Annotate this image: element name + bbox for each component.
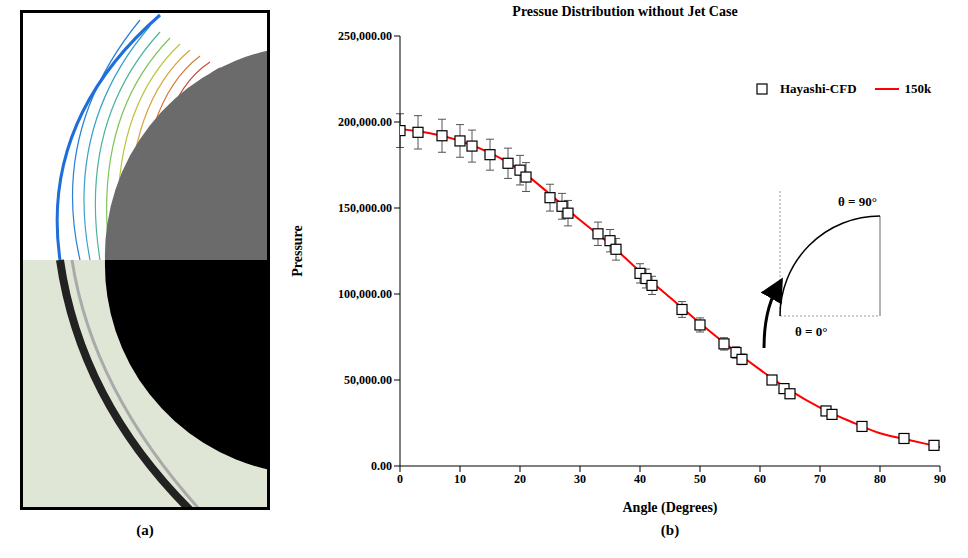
html-text:150k: 150k [904,81,932,96]
svg-text:0: 0 [397,472,403,486]
svg-text:50: 50 [694,472,706,486]
svg-text:100,000.00: 100,000.00 [338,287,392,301]
svg-text:70: 70 [814,472,826,486]
svg-text:50,000.00: 50,000.00 [344,373,392,387]
svg-text:60: 60 [754,472,766,486]
svg-text:θ = 0°: θ = 0° [795,324,827,339]
svg-text:90: 90 [934,472,946,486]
svg-text:20: 20 [514,472,526,486]
html-text:(a): (a) [136,522,154,538]
svg-text:Angle (Degrees): Angle (Degrees) [623,500,718,516]
svg-text:250,000.00: 250,000.00 [338,29,392,43]
svg-text:0.00: 0.00 [371,459,392,473]
html-text:Hayashi-CFD: Hayashi-CFD [780,81,857,96]
html-text:(b): (b) [660,522,680,538]
svg-text:40: 40 [634,472,646,486]
svg-text:θ = 90°: θ = 90° [838,194,877,209]
html-text:Pressue Distribution without J: Pressue Distribution without Jet Case [512,4,738,19]
svg-text:150,000.00: 150,000.00 [338,201,392,215]
svg-text:80: 80 [874,472,886,486]
svg-text:30: 30 [574,472,586,486]
svg-text:200,000.00: 200,000.00 [338,115,392,129]
svg-text:Pressure: Pressure [290,225,305,277]
svg-text:10: 10 [454,472,466,486]
